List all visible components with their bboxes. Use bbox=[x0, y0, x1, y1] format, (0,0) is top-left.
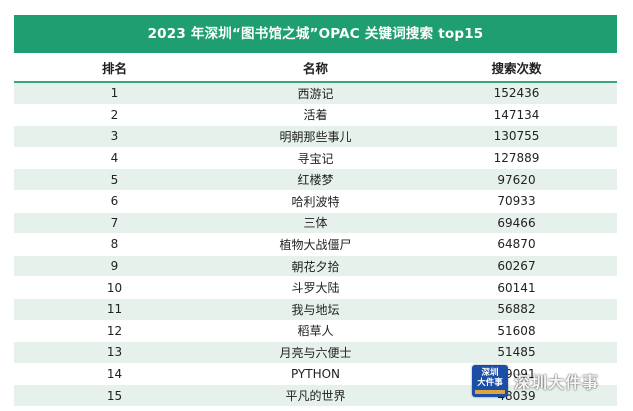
cell-search-count: 152436 bbox=[416, 82, 617, 105]
cell-name: 平凡的世界 bbox=[215, 384, 416, 407]
watermark-logo: 深圳 大件事 bbox=[472, 365, 508, 397]
table-body: 1 西游记 152436 2 活着 147134 3 明朝那些事儿 130755 4 寻宝记 1278… bbox=[14, 82, 617, 407]
watermark-text: 深圳大件事 bbox=[514, 373, 600, 392]
column-header-rank: 排名 bbox=[14, 53, 215, 83]
cell-search-count: 51608 bbox=[416, 320, 617, 343]
table-header-row: 排名 名称 搜索次数 bbox=[14, 53, 617, 83]
cell-name: 哈利波特 bbox=[215, 190, 416, 213]
cell-name: 植物大战僵尸 bbox=[215, 233, 416, 256]
cell-search-count: 56882 bbox=[416, 298, 617, 321]
table-title: 2023 年深圳“图书馆之城”OPAC 关键词搜索 top15 bbox=[14, 15, 617, 53]
ranking-table-container: 2023 年深圳“图书馆之城”OPAC 关键词搜索 top15 排名 名称 搜索… bbox=[14, 15, 617, 407]
table-row: 9 朝花夕拾 60267 bbox=[14, 255, 617, 278]
cell-rank: 7 bbox=[14, 212, 215, 235]
cell-rank: 13 bbox=[14, 341, 215, 364]
cell-name: 月亮与六便士 bbox=[215, 341, 416, 364]
table-row: 8 植物大战僵尸 64870 bbox=[14, 233, 617, 256]
cell-search-count: 69466 bbox=[416, 212, 617, 235]
column-header-name: 名称 bbox=[215, 53, 416, 83]
cell-rank: 9 bbox=[14, 255, 215, 278]
table-row: 10 斗罗大陆 60141 bbox=[14, 276, 617, 299]
cell-rank: 6 bbox=[14, 190, 215, 213]
cell-rank: 14 bbox=[14, 363, 215, 386]
column-header-search-count: 搜索次数 bbox=[416, 53, 617, 83]
cell-rank: 11 bbox=[14, 298, 215, 321]
table-row: 7 三体 69466 bbox=[14, 212, 617, 235]
cell-search-count: 60267 bbox=[416, 255, 617, 278]
cell-name: 活着 bbox=[215, 104, 416, 127]
table-row: 15 平凡的世界 48039 bbox=[14, 384, 617, 407]
cell-search-count: 130755 bbox=[416, 125, 617, 148]
cell-name: 明朝那些事儿 bbox=[215, 125, 416, 148]
cell-rank: 5 bbox=[14, 168, 215, 191]
cell-name: 红楼梦 bbox=[215, 168, 416, 191]
cell-search-count: 51485 bbox=[416, 341, 617, 364]
cell-rank: 12 bbox=[14, 320, 215, 343]
cell-search-count: 70933 bbox=[416, 190, 617, 213]
cell-search-count: 127889 bbox=[416, 147, 617, 170]
cell-name: 三体 bbox=[215, 212, 416, 235]
cell-name: 西游记 bbox=[215, 82, 416, 105]
cell-rank: 4 bbox=[14, 147, 215, 170]
table-row: 12 稻草人 51608 bbox=[14, 320, 617, 343]
cell-rank: 10 bbox=[14, 276, 215, 299]
table-row: 2 活着 147134 bbox=[14, 104, 617, 127]
cell-rank: 15 bbox=[14, 384, 215, 407]
cell-search-count: 147134 bbox=[416, 104, 617, 127]
cell-rank: 2 bbox=[14, 104, 215, 127]
table-row: 6 哈利波特 70933 bbox=[14, 190, 617, 213]
table-row: 13 月亮与六便士 51485 bbox=[14, 341, 617, 364]
watermark: 深圳 大件事 深圳大件事 bbox=[472, 365, 599, 397]
table-row: 4 寻宝记 127889 bbox=[14, 147, 617, 170]
watermark-logo-line2: 大件事 bbox=[477, 378, 503, 388]
cell-search-count: 49091 bbox=[416, 363, 617, 386]
table-row: 14 PYTHON 49091 bbox=[14, 363, 617, 386]
cell-name: 寻宝记 bbox=[215, 147, 416, 170]
ranking-table: 排名 名称 搜索次数 1 西游记 152436 2 活着 147134 3 明朝那些事儿 130… bbox=[14, 53, 617, 407]
cell-search-count: 97620 bbox=[416, 168, 617, 191]
cell-search-count: 48039 bbox=[416, 384, 617, 407]
table-row: 1 西游记 152436 bbox=[14, 82, 617, 105]
cell-rank: 3 bbox=[14, 125, 215, 148]
table-row: 3 明朝那些事儿 130755 bbox=[14, 125, 617, 148]
cell-rank: 8 bbox=[14, 233, 215, 256]
cell-name: 我与地坛 bbox=[215, 298, 416, 321]
cell-name: PYTHON bbox=[215, 363, 416, 386]
cell-name: 稻草人 bbox=[215, 320, 416, 343]
cell-name: 斗罗大陆 bbox=[215, 276, 416, 299]
table-row: 11 我与地坛 56882 bbox=[14, 298, 617, 321]
cell-search-count: 60141 bbox=[416, 276, 617, 299]
table-row: 5 红楼梦 97620 bbox=[14, 168, 617, 191]
cell-rank: 1 bbox=[14, 82, 215, 105]
cell-search-count: 64870 bbox=[416, 233, 617, 256]
watermark-logo-stripe bbox=[475, 390, 505, 394]
cell-name: 朝花夕拾 bbox=[215, 255, 416, 278]
watermark-logo-line1: 深圳 bbox=[481, 368, 499, 378]
